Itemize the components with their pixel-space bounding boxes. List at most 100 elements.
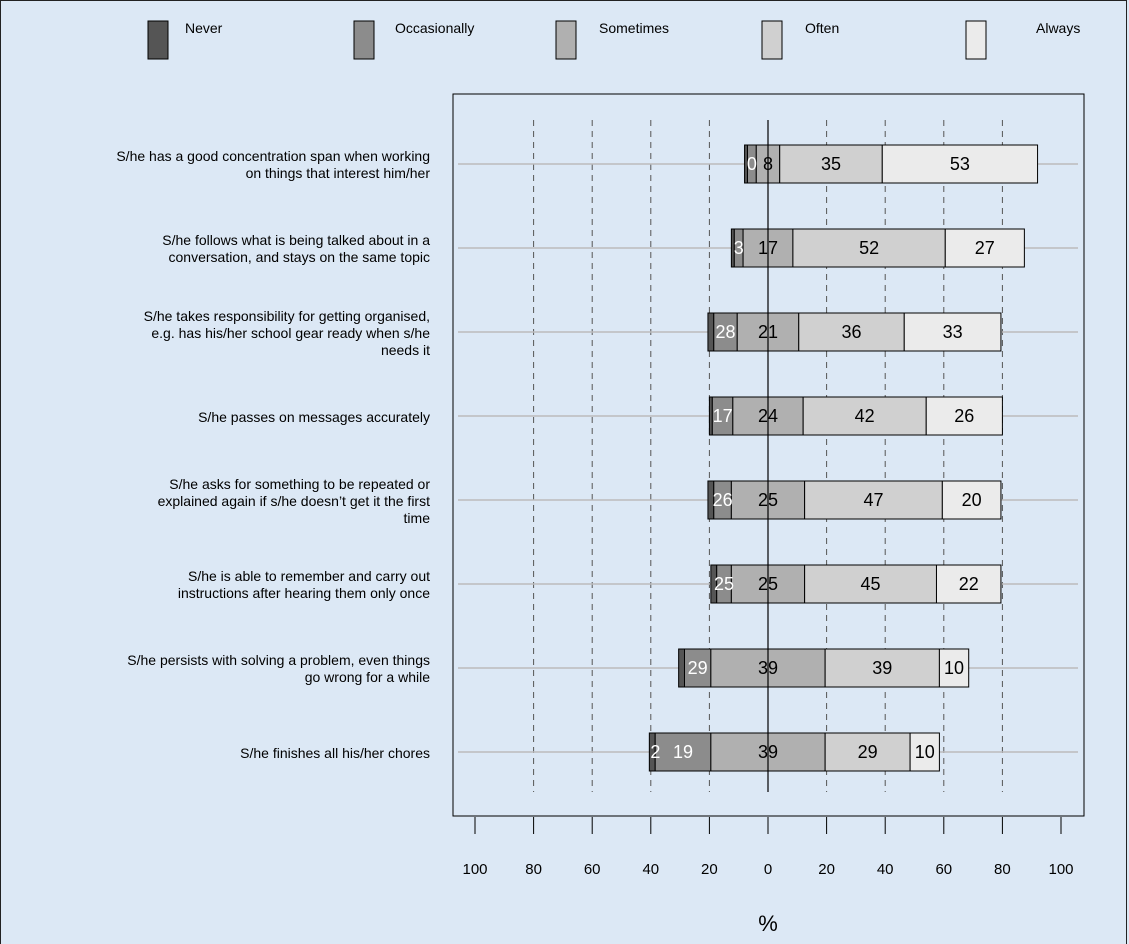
question-label: S/he asks for something to be repeated o… [0,476,430,527]
bar-value-label: 19 [673,742,693,762]
bar-value-label: 26 [954,406,974,426]
legend-swatch [965,20,987,60]
bar-row: 3 17 52 27 [730,228,1025,268]
bar-value-label: 52 [859,238,879,258]
x-tick-label: 0 [764,861,772,878]
legend-label: Always [1036,20,1080,36]
bar-value-label: 22 [959,574,979,594]
x-tick-label: 20 [818,861,835,878]
bar-value-label: 27 [975,238,995,258]
bar-value-label: 20 [962,490,982,510]
bar-value-label: 35 [821,154,841,174]
bar-segment [903,312,1002,352]
bar-value-label: 29 [858,742,878,762]
bar-segment [909,732,940,772]
bar-segment [792,228,946,268]
question-label-line: S/he takes responsibility for getting or… [143,307,430,324]
x-tick-label: 80 [525,861,542,878]
question-label: S/he has a good concentration span when … [0,148,430,182]
legend-label: Never [185,20,223,36]
legend-label: Often [805,20,839,36]
bar-row: 28 21 36 33 [707,312,1002,352]
bar-value-label: 28 [715,322,735,342]
question-label: S/he persists with solving a problem, ev… [0,652,430,686]
bar-segment [779,144,883,184]
bar-value-label: 29 [688,658,708,678]
x-tick-label: 60 [584,861,601,878]
bar-value-label: 45 [861,574,881,594]
x-axis-label: % [758,911,778,936]
question-label: S/he finishes all his/her chores [0,745,430,762]
x-tick-label: 40 [642,861,659,878]
bar-row: 26 25 47 20 [707,480,1002,520]
question-label: S/he passes on messages accurately [0,409,430,426]
bar-segment [683,648,712,688]
bar-row: 17 24 42 26 [708,396,1003,436]
bar-segment [881,144,1039,184]
bar-value-label: 42 [855,406,875,426]
question-label-line: S/he follows what is being talked about … [162,232,430,248]
question-label: S/he takes responsibility for getting or… [0,308,430,359]
bar-value-label: 53 [950,154,970,174]
legend-swatch [761,20,783,60]
question-label-line: time [403,509,430,526]
question-label-line: S/he finishes all his/her chores [240,744,430,761]
bar-value-label: 10 [915,742,935,762]
x-tick-label: 40 [877,861,894,878]
bar-value-label: 26 [713,490,733,510]
bar-value-label: 39 [872,658,892,678]
question-label-line: conversation, and stays on the same topi… [168,249,430,265]
bar-value-label: 0 [747,154,757,174]
legend-label: Sometimes [599,20,669,36]
bar-value-label: 2 [650,742,660,762]
question-label-line: explained again if s/he doesn’t get it t… [157,492,430,509]
bar-row: 0 8 35 53 [744,144,1039,184]
bar-row: 25 25 45 22 [710,564,1002,604]
bar-row: 29 39 39 10 [678,648,970,688]
bar-value-label: 3 [734,238,744,258]
question-label-line: on things that interest him/her [245,165,430,181]
x-tick-label: 60 [935,861,952,878]
bar-segment [678,648,685,688]
legend-swatch [555,20,577,60]
x-tick-label: 100 [1048,861,1073,878]
bar-segment [935,564,1002,604]
question-label-line: S/he is able to remember and carry out [187,568,430,584]
bar-value-label: 33 [943,322,963,342]
bar-value-label: 25 [714,574,734,594]
bar-segment [798,312,905,352]
bar-segment [824,648,940,688]
question-label-line: S/he has a good concentration span when … [116,148,430,164]
x-tick-label: 80 [994,861,1011,878]
bar-segment [944,228,1025,268]
question-label-line: instructions after hearing them only onc… [177,585,430,601]
bar-segment [804,480,943,520]
legend-swatch [353,20,375,60]
bar-value-label: 17 [713,406,733,426]
question-label-line: S/he passes on messages accurately [198,408,430,425]
bar-row: 2 19 39 29 10 [648,732,940,772]
bar-value-label: 10 [944,658,964,678]
question-label: S/he is able to remember and carry out in… [0,568,430,602]
plot-area [452,93,1085,817]
question-label-line: go wrong for a while [304,669,430,685]
bar-segment [802,396,927,436]
x-tick-label: 20 [701,861,718,878]
bar-segment [941,480,1002,520]
bar-segment [925,396,1003,436]
legend-swatch [147,20,169,60]
bar-value-label: 36 [841,322,861,342]
bar-segment [938,648,970,688]
x-tick-label: 100 [462,861,487,878]
bar-segment [707,312,715,352]
question-label-line: S/he persists with solving a problem, ev… [127,652,430,668]
question-label: S/he follows what is being talked about … [0,232,430,266]
question-label-line: e.g. has his/her school gear ready when … [151,324,430,341]
question-label-line: S/he asks for something to be repeated o… [169,475,430,492]
bar-value-label: 47 [863,490,883,510]
question-label-line: needs it [380,341,430,358]
bar-segment [804,564,937,604]
legend-label: Occasionally [395,20,474,36]
